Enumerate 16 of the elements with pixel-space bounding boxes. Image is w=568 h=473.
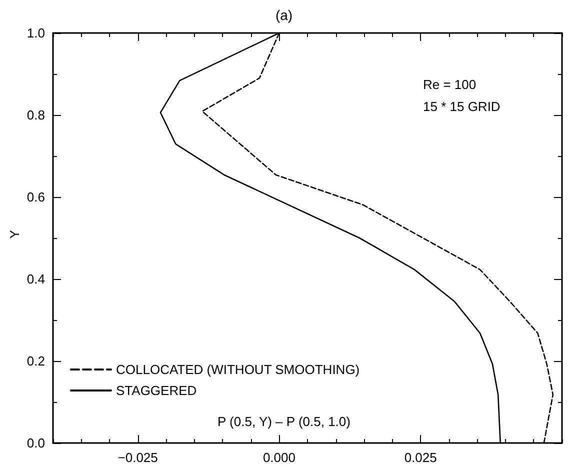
legend-label: COLLOCATED (WITHOUT SMOOTHING) [116,362,360,377]
y-tick-label: 0.8 [26,108,45,122]
x-tick-label: 0.000 [262,450,296,465]
y-axis-title: Y [7,230,22,239]
x-tick-label: −0.025 [118,450,158,465]
y-tick-label: 0.2 [26,354,45,368]
y-tick-label: 0.6 [26,190,45,204]
y-tick-label: 0.4 [26,272,45,286]
y-tick-label: 1.0 [26,26,45,40]
annotation: 15 * 15 GRID [423,99,500,114]
y-tick-label: 0.0 [26,436,45,450]
chart-title: (a) [275,7,293,23]
x-tick-label: 0.025 [404,450,437,465]
x-axis-title: P (0.5, Y) – P (0.5, 1.0) [218,414,350,429]
annotation: Re = 100 [423,77,476,92]
legend-label: STAGGERED [116,383,197,398]
